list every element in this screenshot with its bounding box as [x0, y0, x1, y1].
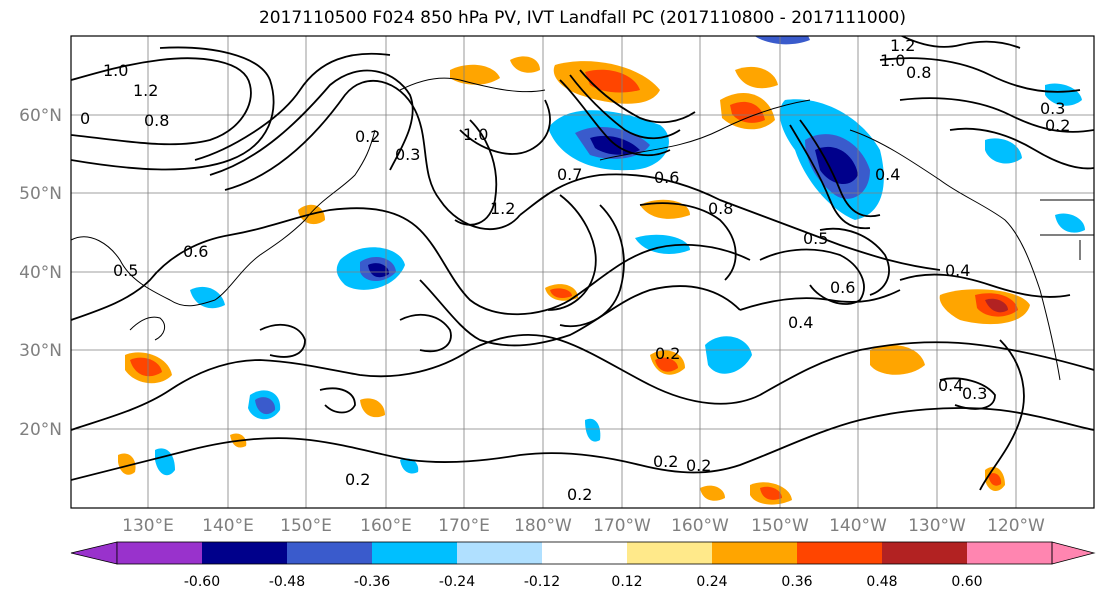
- lon-label: 130°E: [122, 516, 174, 536]
- map-title: 2017110500 F024 850 hPa PV, IVT Landfall…: [258, 8, 906, 28]
- lon-label: 130°W: [908, 516, 966, 536]
- colorbar-tick-label: 0.48: [866, 574, 897, 590]
- colorbar-segment: [287, 542, 372, 564]
- contour-label: 0.2: [567, 485, 592, 504]
- lon-label: 170°E: [438, 516, 490, 536]
- colorbar-segment: [202, 542, 287, 564]
- colorbar-tick-label: -0.60: [184, 574, 220, 590]
- colorbar-tick-label: 0.60: [951, 574, 982, 590]
- colorbar: -0.60 -0.48 -0.36 -0.24 -0.12 0.12 0.24 …: [70, 541, 1096, 590]
- colorbar-max-arrow: [1051, 541, 1096, 565]
- graticule: [71, 36, 1094, 508]
- colorbar-segment: [457, 542, 542, 564]
- colorbar-tick-label: -0.12: [524, 574, 560, 590]
- contour-label: 0.6: [654, 168, 679, 187]
- colorbar-tick-label: 0.36: [781, 574, 812, 590]
- contour-label: 0: [80, 109, 90, 128]
- lon-label: 160°E: [360, 516, 412, 536]
- contour-label: 0.8: [708, 199, 733, 218]
- colorbar-min-arrow: [70, 541, 118, 565]
- contour-label: 0.3: [395, 145, 420, 164]
- lat-label: 40°N: [19, 263, 62, 283]
- lat-label: 60°N: [19, 106, 62, 126]
- lon-label: 160°W: [671, 516, 729, 536]
- colorbar-tick-label: 0.24: [696, 574, 727, 590]
- colorbar-segment: [627, 542, 712, 564]
- lon-axis: 130°E 140°E 150°E 160°E 170°E 180°W 170°…: [122, 516, 1045, 536]
- contour-label: 0.2: [686, 456, 711, 475]
- map-frame: [70, 35, 1095, 509]
- colorbar-tick-label: -0.36: [354, 574, 390, 590]
- contour-label: 0.2: [653, 452, 678, 471]
- colorbar-segment: [117, 542, 202, 564]
- lat-label: 20°N: [19, 420, 62, 440]
- lon-label: 170°W: [593, 516, 651, 536]
- contour-label: 0.5: [113, 261, 138, 280]
- pv-contours: [71, 36, 1094, 491]
- lon-label: 140°W: [829, 516, 887, 536]
- contour-label: 0.3: [1040, 99, 1065, 118]
- contour-label: 0.8: [906, 63, 931, 82]
- colorbar-segment: [882, 542, 967, 564]
- contour-label: 0.4: [875, 165, 900, 184]
- contour-label: 0.4: [938, 376, 963, 395]
- colorbar-segment: [372, 542, 457, 564]
- contour-label: 0.4: [945, 261, 970, 280]
- colorbar-tick-label: 0.12: [611, 574, 642, 590]
- lon-label: 150°E: [280, 516, 332, 536]
- lon-label: 120°W: [987, 516, 1045, 536]
- lat-label: 50°N: [19, 184, 62, 204]
- lat-axis: 60°N 50°N 40°N 30°N 20°N: [19, 106, 62, 440]
- contour-label: 1.2: [490, 199, 515, 218]
- contour-label: 1.2: [133, 81, 158, 100]
- contour-label: 0.3: [962, 384, 987, 403]
- contour-label: 0.7: [557, 165, 582, 184]
- contour-label: 1.0: [103, 61, 128, 80]
- colorbar-frame: [116, 541, 1053, 565]
- colorbar-tick-label: -0.48: [269, 574, 305, 590]
- lon-label: 180°W: [514, 516, 572, 536]
- contour-labels: 1.0 1.2 0 0.8 0.2 0.3 1.0 0.7 0.6 1.2 0.…: [80, 36, 1070, 504]
- colorbar-segment: [712, 542, 797, 564]
- contour-label: 0.6: [830, 278, 855, 297]
- contour-label: 1.0: [463, 125, 488, 144]
- contour-label: 0.6: [183, 242, 208, 261]
- colorbar-tick-label: -0.24: [439, 574, 475, 590]
- contour-label: 0.2: [345, 470, 370, 489]
- lon-label: 150°W: [751, 516, 809, 536]
- contour-label: 0.2: [655, 344, 680, 363]
- colorbar-segment: [967, 542, 1052, 564]
- lon-label: 140°E: [202, 516, 254, 536]
- contour-label: 0.2: [1045, 116, 1070, 135]
- contour-label: 0.5: [803, 229, 828, 248]
- colorbar-segment: [542, 542, 627, 564]
- lat-label: 30°N: [19, 341, 62, 361]
- contour-label: 0.2: [355, 127, 380, 146]
- contour-label: 1.2: [890, 36, 915, 55]
- contour-label: 0.4: [788, 313, 813, 332]
- contour-label: 0.8: [144, 111, 169, 130]
- colorbar-segment: [797, 542, 882, 564]
- contour-label: 1.0: [880, 51, 905, 70]
